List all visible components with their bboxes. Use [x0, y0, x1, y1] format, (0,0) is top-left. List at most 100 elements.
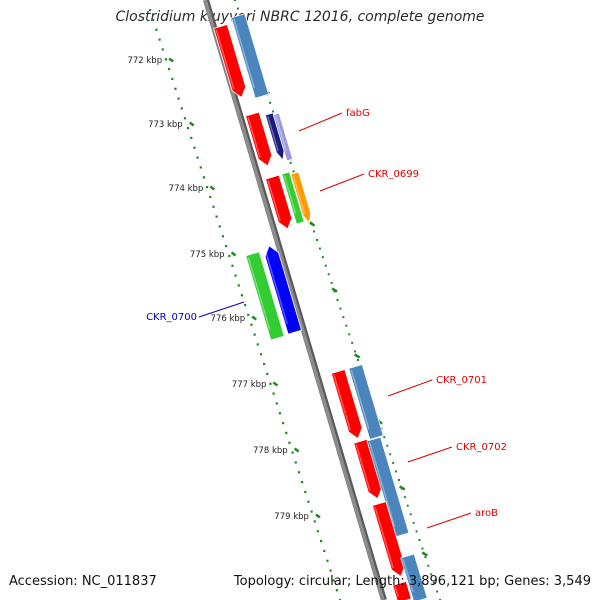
leader-line [407, 446, 453, 463]
gene-label[interactable]: CKR_0699 [368, 169, 419, 180]
gene-highlight [275, 115, 287, 151]
gene-ckr0702[interactable] [353, 438, 384, 501]
gene-highlight [292, 175, 306, 215]
gene-arrow[interactable] [353, 438, 384, 501]
gene-features [213, 13, 428, 600]
ruler-dot [297, 471, 301, 474]
ruler-dot [177, 97, 180, 100]
ruler-dot [171, 77, 174, 81]
ruler-dot [206, 186, 209, 189]
ruler-tick [251, 315, 257, 321]
gene-label[interactable]: aroB [475, 508, 498, 519]
ruler-tick [188, 121, 195, 127]
ruler-dot [152, 18, 155, 22]
ruler-tick-label: 773 kbp [148, 120, 183, 130]
outer-ruler-dot [342, 316, 345, 319]
gene-label[interactable]: CKR_0700 [146, 312, 197, 323]
ruler-dot [215, 215, 218, 218]
gene-arrow[interactable] [264, 112, 286, 161]
gene-arrow[interactable] [262, 244, 303, 335]
outer-ruler-dot [345, 324, 348, 327]
outer-ruler-dot [354, 350, 357, 353]
ruler-dots [149, 9, 342, 600]
outer-ruler-tick [399, 485, 406, 491]
gene-highlight [215, 29, 235, 90]
outer-ruler-dot [289, 161, 292, 164]
ruler-dot [301, 481, 304, 484]
ruler-dot [320, 540, 323, 543]
gene-red-bottom[interactable] [392, 580, 412, 600]
gene-steelblue-4[interactable] [400, 553, 428, 600]
gene-ckr0700[interactable] [245, 251, 285, 341]
ruler-dot [193, 146, 196, 149]
gene-green-small[interactable] [281, 171, 305, 225]
gene-arrow[interactable] [290, 171, 313, 224]
outer-ruler-dot [386, 444, 389, 447]
gene-arrow[interactable] [245, 251, 285, 341]
gene-highlight [394, 586, 399, 597]
ruler-dot [202, 176, 206, 179]
ruler-dot [237, 284, 240, 287]
outer-ruler-tick [331, 287, 338, 293]
ruler-dot [307, 500, 310, 503]
ruler-dot [304, 490, 307, 494]
gene-highlight [333, 374, 352, 431]
ruler-dot [294, 461, 297, 464]
gene-ckr0699[interactable] [290, 171, 313, 224]
gene-highlight [233, 18, 256, 89]
gene-arrow[interactable] [330, 368, 364, 440]
gene-arrow[interactable] [265, 174, 295, 231]
gene-label[interactable]: CKR_0702 [456, 442, 507, 453]
ruler-dot [158, 38, 161, 41]
accession-text: Accession: NC_011837 [9, 574, 157, 589]
gene-labels: fabG CKR_0699 CKR_0700 CKR_0701 CKR_0702 aroB [146, 108, 507, 529]
leader-line [387, 379, 433, 397]
gene-arrow[interactable] [213, 24, 248, 100]
gene-red-fabg-neighbor[interactable] [245, 111, 275, 168]
gene-label[interactable]: CKR_0701 [436, 375, 487, 386]
gene-arrow[interactable] [230, 13, 270, 99]
gene-arrow[interactable] [371, 501, 407, 579]
gene-blue-large[interactable] [262, 244, 303, 335]
ruler-dot [149, 9, 152, 12]
gene-highlight [374, 506, 394, 569]
ruler-dot [263, 363, 266, 366]
ruler-dot [288, 441, 291, 444]
ruler-dot [187, 127, 190, 130]
gene-arrow[interactable] [245, 111, 275, 168]
gene-red-1[interactable] [213, 24, 248, 100]
gene-arrow[interactable] [348, 364, 384, 440]
gene-steelblue-1[interactable] [230, 13, 270, 99]
gene-steelblue-2[interactable] [348, 364, 384, 440]
gene-arrow[interactable] [392, 580, 412, 600]
outer-ruler-dot [436, 590, 439, 593]
gene-arrow[interactable] [272, 112, 294, 162]
gene-ckr0701[interactable] [330, 368, 364, 440]
ruler-dot [310, 510, 313, 513]
gene-arrow[interactable] [281, 171, 305, 225]
ruler-dot [244, 304, 247, 307]
outer-ruler-dot [357, 359, 359, 361]
outer-ruler-dot [330, 281, 333, 284]
gene-arob[interactable] [371, 501, 407, 579]
ruler-dot [313, 520, 316, 523]
outer-ruler-dot [430, 573, 433, 576]
ruler-dot [259, 353, 263, 356]
outer-ruler-dot [395, 470, 398, 473]
gene-red-ckr0699-neighbor[interactable] [265, 174, 295, 231]
gene-fabg-lavender[interactable] [272, 112, 294, 162]
gene-label[interactable]: fabG [346, 108, 370, 119]
ruler-dot [285, 431, 288, 435]
gene-highlight [355, 444, 371, 491]
outer-ruler-dot [318, 247, 321, 250]
kbp-ruler: 772 kbp 773 kbp 774 kbp 775 kbp 776 kbp 777 k… [127, 0, 441, 600]
gene-fabg[interactable] [264, 112, 286, 161]
outer-ruler-tick [353, 353, 361, 359]
ruler-dot [256, 343, 259, 346]
outer-ruler-dot [412, 521, 415, 524]
ruler-tick [272, 381, 279, 387]
gene-highlight [267, 180, 281, 221]
ruler-dot [221, 235, 225, 238]
outer-ruler-dot [433, 581, 436, 584]
gene-arrow[interactable] [400, 553, 428, 600]
